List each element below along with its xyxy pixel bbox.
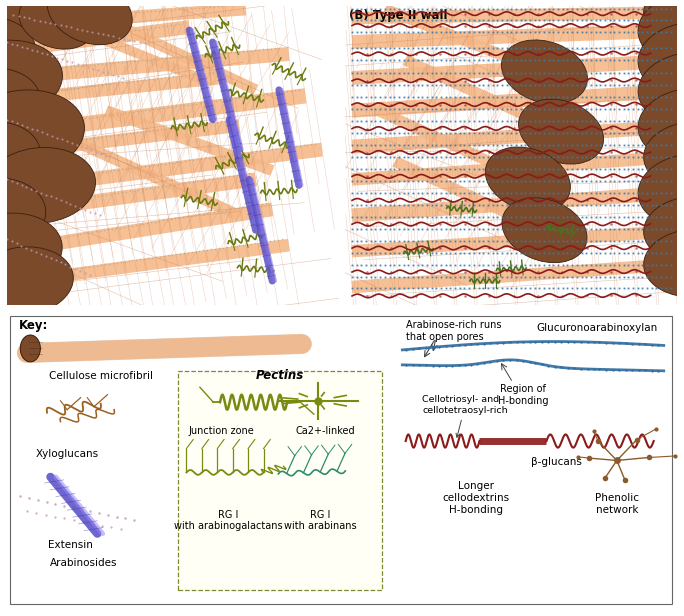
Ellipse shape xyxy=(0,40,62,116)
Text: Phenolic
network: Phenolic network xyxy=(595,493,639,515)
Text: Longer
cellodextrins
H-bonding: Longer cellodextrins H-bonding xyxy=(443,481,510,514)
Ellipse shape xyxy=(638,0,684,68)
Text: β-glucans: β-glucans xyxy=(531,458,582,468)
Ellipse shape xyxy=(0,213,62,290)
FancyBboxPatch shape xyxy=(10,315,672,604)
Ellipse shape xyxy=(486,147,570,212)
Text: Xyloglucans: Xyloglucans xyxy=(36,448,98,458)
Ellipse shape xyxy=(19,0,94,49)
Text: RG I
with arabinans: RG I with arabinans xyxy=(285,510,357,532)
Text: Junction zone: Junction zone xyxy=(189,426,254,436)
Ellipse shape xyxy=(47,0,132,44)
Text: Arabinose-rich runs
that open pores: Arabinose-rich runs that open pores xyxy=(406,320,501,342)
Text: Cellulose microfibril: Cellulose microfibril xyxy=(49,371,153,381)
Text: Ca2+-linked: Ca2+-linked xyxy=(295,426,355,436)
Text: (B) Type II wall: (B) Type II wall xyxy=(349,9,447,22)
Ellipse shape xyxy=(501,40,588,104)
Text: Arabinosides: Arabinosides xyxy=(51,557,118,567)
Ellipse shape xyxy=(638,88,684,163)
Text: Region of
H-bonding: Region of H-bonding xyxy=(498,384,549,406)
Text: RG I
with arabinogalactans: RG I with arabinogalactans xyxy=(174,510,282,532)
Ellipse shape xyxy=(0,247,73,315)
Ellipse shape xyxy=(644,229,684,297)
Ellipse shape xyxy=(518,99,603,164)
Text: (A) Type I wall: (A) Type I wall xyxy=(10,9,105,22)
Ellipse shape xyxy=(21,335,40,362)
Ellipse shape xyxy=(0,68,40,136)
Text: Cellotriosyl- and
cellotetraosyl-rich: Cellotriosyl- and cellotetraosyl-rich xyxy=(423,395,508,437)
Ellipse shape xyxy=(0,0,30,61)
Ellipse shape xyxy=(638,22,684,97)
Text: Glucuronoarabinoxylan: Glucuronoarabinoxylan xyxy=(536,323,657,333)
FancyBboxPatch shape xyxy=(178,371,382,590)
Ellipse shape xyxy=(0,147,96,224)
Text: Pectins: Pectins xyxy=(256,370,304,383)
Text: Key:: Key: xyxy=(19,318,49,331)
Ellipse shape xyxy=(644,197,684,264)
Text: Extensin: Extensin xyxy=(48,540,93,549)
Ellipse shape xyxy=(0,121,40,190)
Ellipse shape xyxy=(638,153,684,229)
Ellipse shape xyxy=(638,52,684,128)
Ellipse shape xyxy=(0,16,36,92)
Ellipse shape xyxy=(0,90,84,173)
Ellipse shape xyxy=(644,0,684,46)
Ellipse shape xyxy=(644,121,684,190)
Ellipse shape xyxy=(0,177,46,253)
Ellipse shape xyxy=(502,198,587,262)
